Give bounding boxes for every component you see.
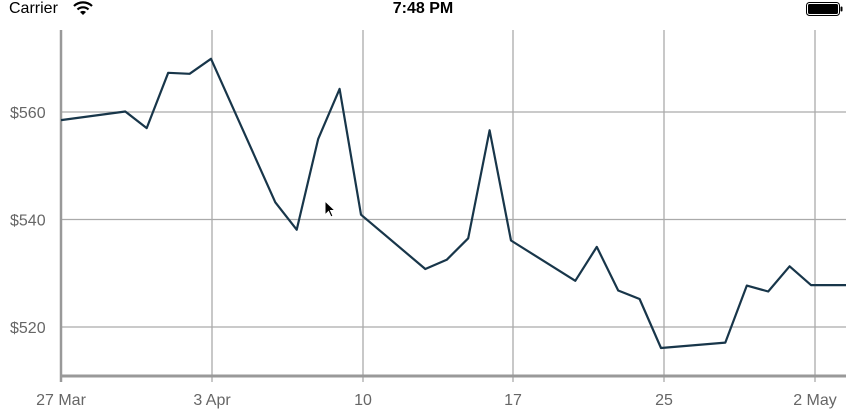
status-bar: Carrier 7:48 PM [0, 0, 846, 20]
axes [59, 30, 846, 382]
x-tick-labels: 27 Mar 3 Apr 10 17 25 2 May [36, 392, 837, 409]
y-tick-labels: $520 $540 $560 [10, 105, 46, 337]
y-tick-label: $540 [10, 213, 46, 230]
x-tick-label: 3 Apr [193, 392, 231, 409]
y-tick-label: $560 [10, 105, 46, 122]
x-tick-label: 17 [504, 392, 522, 409]
battery-icon [806, 2, 844, 21]
x-tick-label: 2 May [793, 392, 837, 409]
mouse-cursor-icon [324, 199, 337, 218]
grid-lines [60, 30, 846, 382]
price-series-line [60, 57, 846, 350]
x-tick-label: 10 [354, 392, 372, 409]
x-tick-label: 27 Mar [36, 392, 86, 409]
x-tick-label: 25 [655, 392, 673, 409]
carrier-label: Carrier [9, 0, 58, 17]
y-tick-label: $520 [10, 320, 46, 337]
wifi-icon [73, 1, 93, 21]
status-time: 7:48 PM [392, 0, 454, 17]
